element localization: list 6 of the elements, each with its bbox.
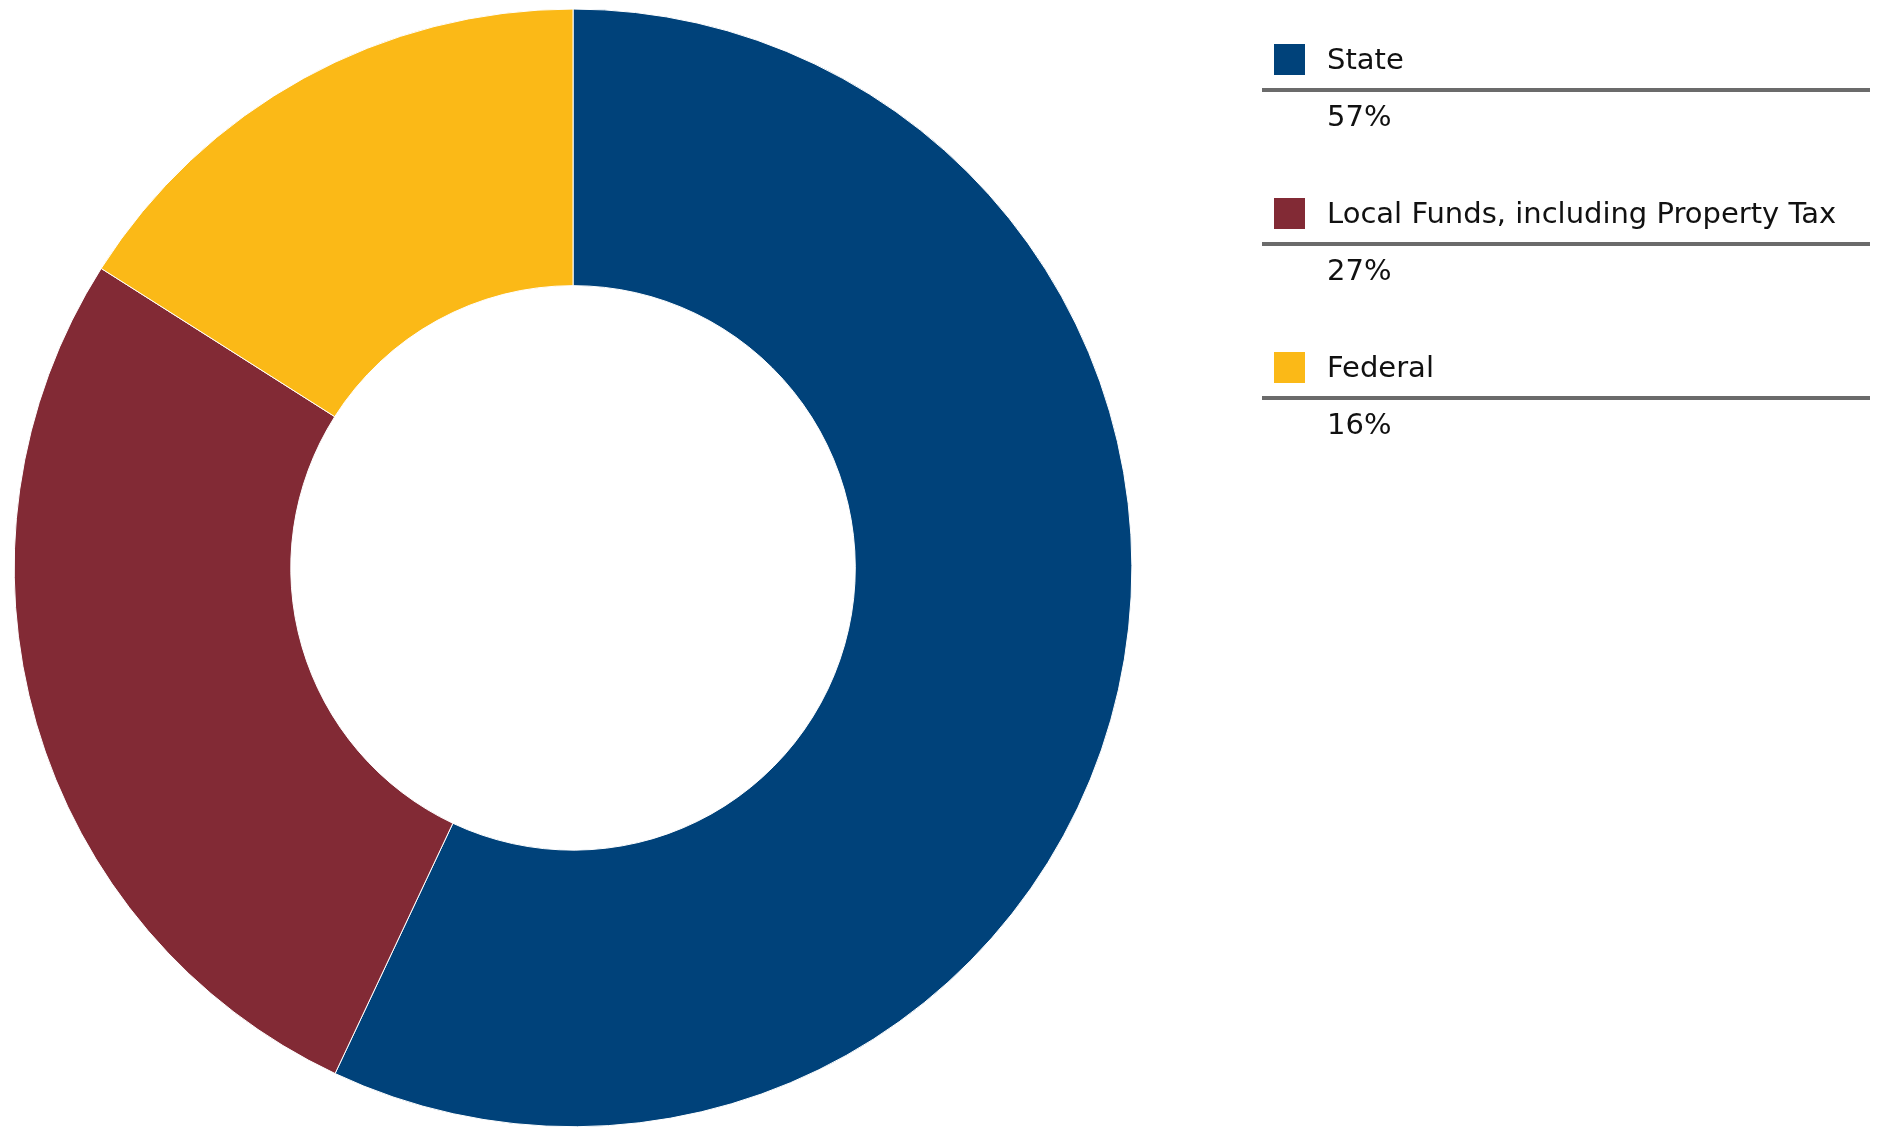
data-label: 57% — [1326, 98, 1393, 135]
legend-label: Local Funds, including Property Tax — [1327, 196, 1837, 230]
data-label: 27% — [1326, 252, 1393, 289]
legend-label: State — [1327, 42, 1404, 76]
data-label: 16% — [1326, 406, 1393, 443]
legend-label: Federal — [1327, 350, 1434, 384]
